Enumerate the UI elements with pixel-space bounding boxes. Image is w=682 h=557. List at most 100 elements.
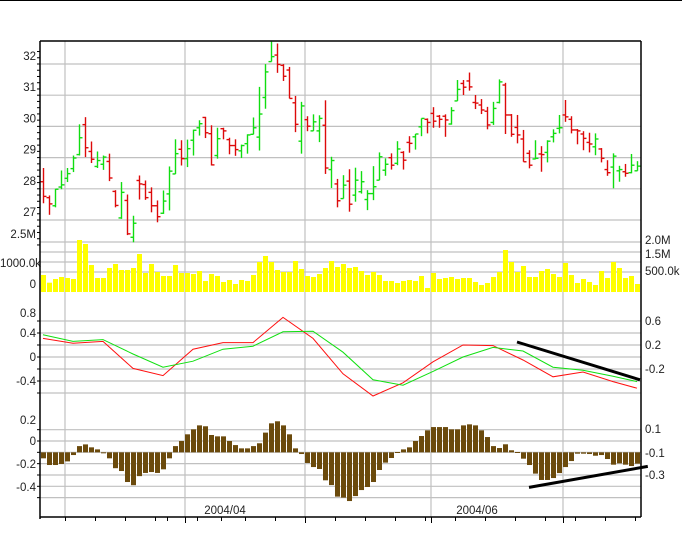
volume-bar	[155, 272, 160, 292]
volume-bar	[593, 285, 598, 292]
histogram-bar	[605, 452, 610, 460]
histogram-bar	[377, 452, 382, 471]
volume-bar	[563, 263, 568, 292]
histogram-bar	[77, 446, 82, 453]
ohlc-bar	[76, 124, 83, 156]
volume-bar	[311, 277, 316, 292]
ohlc-bar	[406, 136, 413, 153]
volume-bar	[257, 262, 262, 292]
volume-bar	[521, 266, 526, 292]
histogram-bar	[491, 446, 496, 453]
histogram-axis-tick-label: -0.2	[16, 459, 36, 471]
volume-bar	[503, 250, 508, 292]
ohlc-bar	[322, 100, 329, 174]
volume-bar	[65, 278, 70, 292]
volume-bar	[239, 280, 244, 292]
ohlc-bar	[172, 139, 179, 175]
histogram-bar	[395, 451, 400, 453]
volume-bar	[605, 278, 610, 292]
histogram-axis-tick-label: 0.1	[645, 424, 661, 436]
ohlc-bar	[46, 195, 53, 215]
volume-bar	[125, 270, 130, 292]
volume-bar	[485, 283, 490, 292]
volume-bar	[245, 281, 250, 292]
histogram-bar	[629, 452, 634, 467]
x-axis-date-label: 2004/04	[204, 505, 246, 517]
volume-bar	[71, 279, 76, 292]
volume-bar	[443, 278, 448, 292]
histogram-bar	[449, 429, 454, 453]
histogram-bar	[353, 452, 358, 497]
volume-bar	[515, 272, 520, 292]
volume-bar	[629, 276, 634, 292]
ohlc-bar	[604, 160, 611, 176]
volume-bar	[119, 270, 124, 292]
volume-bar	[251, 275, 256, 292]
ohlc-bar	[364, 190, 371, 211]
price-axis-tick-label: 29	[23, 145, 36, 157]
histogram-bar	[593, 452, 598, 456]
ohlc-bar	[550, 129, 557, 143]
volume-bar	[425, 288, 430, 292]
ohlc-bar	[100, 155, 107, 170]
ohlc-bar	[556, 114, 563, 134]
histogram-axis-tick-label: 0	[30, 436, 36, 448]
ohlc-bar	[154, 200, 161, 223]
histogram-bar	[389, 452, 394, 458]
volume-bar	[215, 276, 220, 292]
volume-bar	[455, 279, 460, 292]
ohlc-bar	[142, 180, 149, 200]
volume-bar	[401, 281, 406, 292]
histogram-bar	[275, 421, 280, 453]
ohlc-bar	[310, 114, 317, 132]
volume-bar	[329, 261, 334, 292]
volume-bar	[191, 274, 196, 292]
ohlc-bar	[412, 133, 419, 150]
macd-axis-tick-label: 0	[30, 352, 36, 364]
histogram-bar	[323, 452, 328, 481]
volume-bar	[173, 265, 178, 292]
histogram-bar	[101, 452, 106, 454]
histogram-bar	[431, 427, 436, 453]
histogram-bar	[515, 451, 520, 453]
histogram-bar	[383, 452, 388, 463]
volume-bar	[491, 277, 496, 292]
histogram-bar	[203, 426, 208, 453]
ohlc-bar	[250, 117, 257, 136]
volume-bar	[467, 278, 472, 292]
histogram-bar	[335, 452, 340, 497]
histogram-bar	[155, 452, 160, 473]
ohlc-bar	[70, 155, 77, 173]
volume-axis-tick-label: 2.5M	[10, 229, 36, 241]
ohlc-bar	[430, 107, 437, 128]
volume-axis-tick-label: 1000.0k	[0, 258, 41, 270]
histogram-bar	[143, 452, 148, 473]
volume-bar	[581, 279, 586, 292]
ohlc-bar	[136, 175, 143, 200]
histogram-bar	[371, 452, 376, 483]
histogram-bar	[269, 423, 274, 453]
ohlc-bar	[262, 64, 269, 109]
price-axis-tick-label: 31	[23, 82, 36, 94]
histogram-bar	[287, 434, 292, 453]
volume-bar	[263, 256, 268, 292]
ohlc-bar	[586, 132, 593, 153]
ohlc-bar	[316, 115, 323, 143]
macd-axis-tick-label: 0.8	[20, 308, 36, 320]
ohlc-bar	[610, 153, 617, 189]
histogram-bar	[419, 436, 424, 453]
volume-bar	[185, 273, 190, 292]
histogram-bar	[455, 429, 460, 453]
histogram-bar	[443, 427, 448, 453]
ohlc-bar	[598, 148, 605, 163]
ohlc-bar	[448, 107, 455, 125]
histogram-bar	[173, 446, 178, 453]
histogram-bar	[401, 449, 406, 453]
ohlc-bar	[118, 182, 125, 219]
histogram-bar	[227, 441, 232, 453]
volume-bar	[359, 271, 364, 292]
histogram-bar	[461, 425, 466, 453]
volume-bar	[473, 282, 478, 292]
volume-bar	[221, 282, 226, 292]
histogram-bar	[239, 448, 244, 453]
